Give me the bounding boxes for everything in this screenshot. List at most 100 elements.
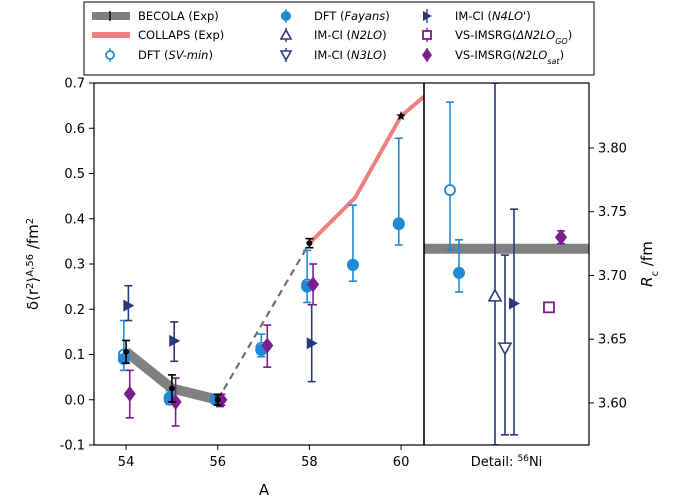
legend-label-1-part: COLLAPS ( (138, 28, 198, 42)
y-axis-title-part-1: 2 (25, 283, 36, 289)
imci-n4lo-point-3 (306, 337, 318, 350)
legend-marker-4 (279, 28, 293, 40)
legend-marker-2 (105, 50, 115, 60)
legend-label-7-part: ΔN2LO (515, 28, 555, 42)
legend-entry-5: IM-CI (N3LO) (279, 48, 387, 62)
right-y-tick-label-1: 3.65 (598, 333, 627, 348)
detail-point-0 (444, 184, 456, 196)
legend-entry-3: DFT (Fayans) (281, 9, 390, 23)
legend-label-4-part: ) (382, 28, 387, 42)
detail-point-5 (543, 301, 555, 314)
legend-entry-4: IM-CI (N2LO) (279, 28, 387, 42)
legend-label-0-part: Exp (193, 9, 214, 23)
legend-label-2-part: ) (208, 48, 213, 62)
legend-label-2-part: DFT ( (138, 48, 168, 62)
right-y-axis-title-part-0: R (638, 276, 656, 286)
y-tick-label-7: 0.6 (64, 122, 85, 137)
detail-errorbar-0 (446, 101, 454, 251)
legend-marker-3 (281, 11, 291, 21)
legend-label-3-part: ) (385, 9, 390, 23)
legend-label-2: DFT (SV-min) (138, 48, 213, 62)
detail-point-2 (487, 288, 503, 302)
vs-n2losat-point-0 (123, 385, 136, 402)
x-tick-label-2: 58 (301, 455, 318, 470)
legend-label-0-part: BECOLA ( (138, 9, 193, 23)
y-tick-label-1: 0.0 (64, 393, 85, 408)
y-tick-label-6: 0.5 (64, 167, 85, 182)
detail-errorbar-4 (510, 208, 518, 436)
legend-entry-2: DFT (SV-min) (105, 48, 213, 62)
becola-point-1 (168, 385, 175, 392)
collaps-line (308, 95, 424, 245)
legend-entry-0: BECOLA (Exp) (92, 9, 219, 23)
legend-box (83, 1, 595, 76)
y-tick-label-5: 0.4 (64, 212, 85, 227)
y-tick-label-3: 0.2 (64, 303, 85, 318)
right-y-tick-label-4: 3.80 (598, 142, 627, 157)
right-y-tick-label-0: 3.60 (598, 396, 627, 411)
legend-label-5-part: IM-CI ( (314, 48, 351, 62)
legend-label-5-part: ) (382, 48, 387, 62)
detail-x-label: Detail: 56Ni (471, 454, 543, 470)
legend-entry-8: VS-IMSRG(N2LOsat) (422, 48, 564, 66)
legend-label-1: COLLAPS (Exp) (138, 28, 224, 42)
legend-entry-6: IM-CI (N4LO') (423, 9, 531, 23)
y-tick-label-0: -0.1 (60, 439, 85, 454)
right-y-axis-title: Rc /fm (638, 241, 661, 287)
legend-label-6: IM-CI (N4LO') (455, 9, 531, 23)
legend-label-0-part: ) (214, 9, 219, 23)
legend-label-8-part: N2LO (516, 48, 547, 62)
legend-label-5: IM-CI (N3LO) (314, 48, 387, 62)
legend-marker-5 (279, 50, 293, 62)
detail-x-label-part-0: Detail: (471, 455, 518, 470)
legend-label-4: IM-CI (N2LO) (314, 28, 387, 42)
legend-label-7-part: GO (555, 37, 568, 46)
legend-label-2-part: SV-min (168, 48, 208, 62)
y-tick-label-2: 0.1 (64, 348, 85, 363)
dft-fayans-point-6 (392, 218, 405, 231)
legend-label-7-part: VS-IMSRG( (455, 28, 516, 42)
legend-label-4-part: IM-CI ( (314, 28, 351, 42)
y-tick-label-4: 0.3 (64, 258, 85, 273)
y-axis-title-part-4: /fm (24, 224, 42, 254)
legend-entry-7: VS-IMSRG(ΔN2LOGO) (422, 28, 573, 46)
becola-point-3 (306, 240, 313, 247)
legend-entry-1: COLLAPS (Exp) (92, 28, 224, 42)
imci-n4lo-point-0 (123, 299, 135, 312)
legend-label-3-part: Fayans (344, 9, 385, 23)
right-y-axis-title-part-2: /fm (638, 241, 656, 271)
detail-point-3 (497, 342, 513, 356)
right-y-axis-title-part-1: c (650, 271, 661, 277)
legend-label-6-part: N4LO' (492, 9, 526, 23)
legend-label-4-part: N2LO (351, 28, 382, 42)
detail-errorbar-2 (491, 83, 499, 445)
dft-svmin-errorbar-4 (303, 249, 312, 304)
y-axis-title-part-5: 2 (25, 218, 36, 224)
legend-label-7-part: ) (568, 28, 573, 42)
dft-fayans-point-5 (346, 258, 359, 271)
legend-label-3-part: DFT ( (314, 9, 344, 23)
becola-point-0 (123, 348, 130, 355)
detail-x-label-part-2: Ni (529, 455, 542, 470)
legend-label-8-part: ) (560, 48, 565, 62)
x-tick-label-0: 54 (118, 455, 135, 470)
detail-point-6 (555, 229, 567, 246)
detail-point-1 (453, 266, 465, 279)
legend-label-6-part: ) (526, 9, 531, 23)
legend-label-1-part: Exp (198, 28, 219, 42)
legend-label-8: VS-IMSRG(N2LOsat) (455, 48, 564, 66)
legend-label-0: BECOLA (Exp) (138, 9, 219, 23)
y-axis-title-part-0: δ⟨r (24, 288, 42, 310)
legend-marker-6 (423, 11, 432, 21)
imci-n4lo-point-1 (169, 334, 181, 347)
collaps-star-point (396, 111, 406, 121)
legend-label-6-part: IM-CI ( (455, 9, 492, 23)
right-y-tick-label-2: 3.70 (598, 269, 627, 284)
y-axis-title-part-3: A,56 (25, 254, 36, 277)
y-axis-title: δ⟨r2⟩A,56 /fm2 (24, 218, 42, 310)
legend-label-3: DFT (Fayans) (314, 9, 390, 23)
vs-n2losat-point-3 (261, 337, 274, 354)
y-axis-title-part-2: ⟩ (24, 277, 42, 283)
x-tick-label-1: 56 (209, 455, 226, 470)
